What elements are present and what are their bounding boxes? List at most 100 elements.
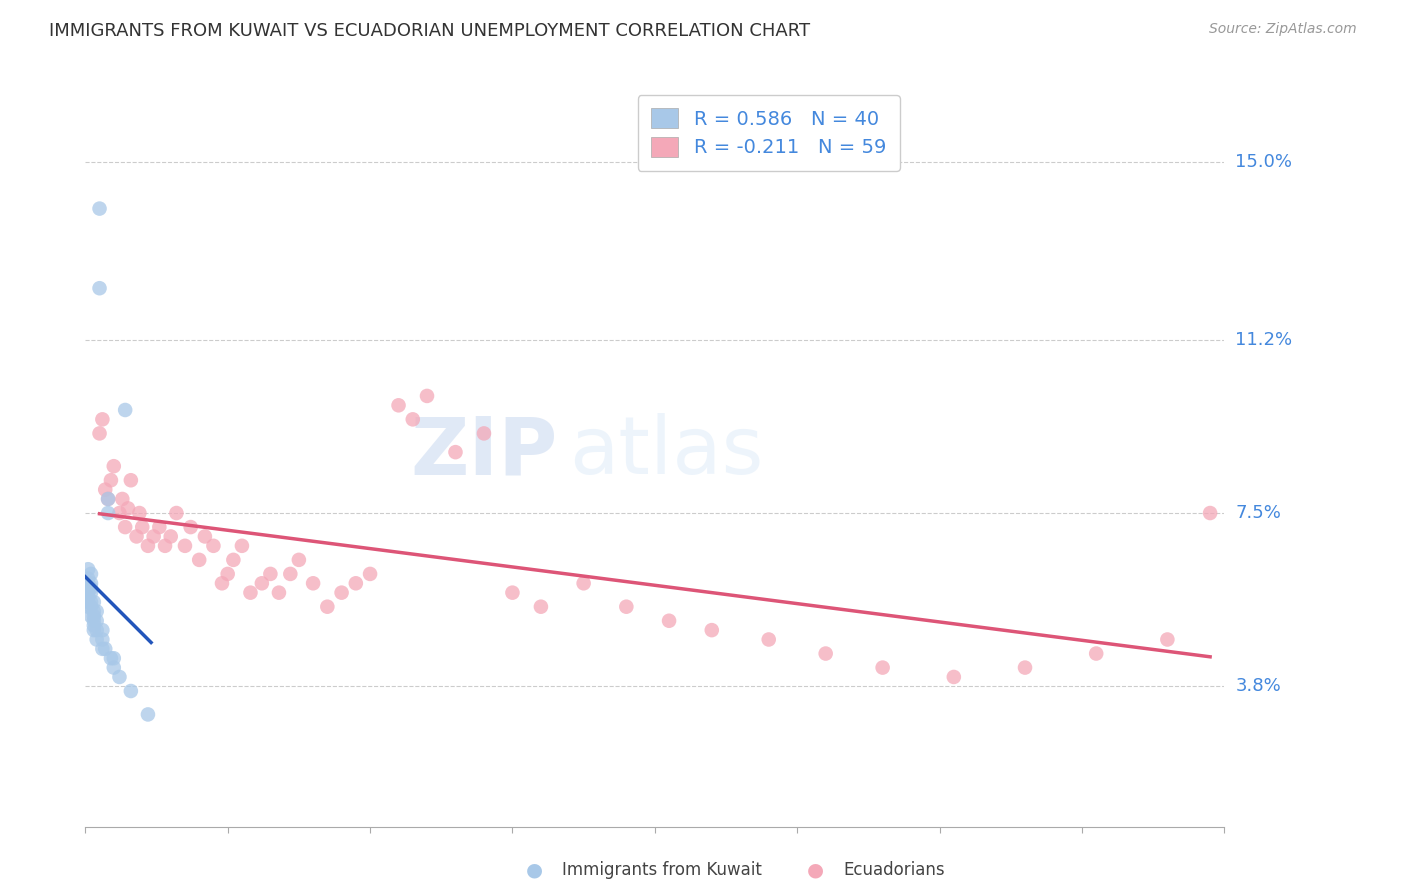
- Point: [614, 599, 637, 614]
- Point: [80, 595, 103, 609]
- Point: [100, 473, 122, 487]
- Point: [153, 539, 176, 553]
- Text: Source: ZipAtlas.com: Source: ZipAtlas.com: [1209, 22, 1357, 37]
- Point: [142, 529, 165, 543]
- Point: [80, 585, 103, 599]
- Text: ZIP: ZIP: [411, 413, 558, 491]
- Point: [103, 651, 125, 665]
- Point: [136, 539, 159, 553]
- Point: [231, 539, 253, 553]
- Point: [572, 576, 595, 591]
- Point: [188, 553, 211, 567]
- Point: [180, 520, 202, 534]
- Point: [83, 604, 105, 618]
- Text: Immigrants from Kuwait: Immigrants from Kuwait: [562, 861, 762, 879]
- Point: [194, 529, 217, 543]
- Point: [91, 641, 114, 656]
- Point: [80, 599, 103, 614]
- Legend: R = 0.586   N = 40, R = -0.211   N = 59: R = 0.586 N = 40, R = -0.211 N = 59: [637, 95, 900, 170]
- Point: [1199, 506, 1222, 520]
- Point: [114, 520, 136, 534]
- Point: [103, 459, 125, 474]
- Point: [86, 604, 108, 618]
- Text: 11.2%: 11.2%: [1236, 331, 1292, 349]
- Point: [387, 398, 409, 412]
- Point: [77, 595, 100, 609]
- Point: [114, 403, 136, 417]
- Point: [148, 520, 170, 534]
- Point: [278, 566, 301, 581]
- Text: Ecuadorians: Ecuadorians: [844, 861, 945, 879]
- Text: atlas: atlas: [569, 413, 763, 491]
- Point: [100, 651, 122, 665]
- Text: 15.0%: 15.0%: [1236, 153, 1292, 170]
- Point: [91, 412, 114, 426]
- Point: [302, 576, 325, 591]
- Text: IMMIGRANTS FROM KUWAIT VS ECUADORIAN UNEMPLOYMENT CORRELATION CHART: IMMIGRANTS FROM KUWAIT VS ECUADORIAN UNE…: [49, 22, 810, 40]
- Point: [86, 614, 108, 628]
- Point: [330, 585, 353, 599]
- Point: [111, 491, 134, 506]
- Point: [83, 614, 105, 628]
- Point: [267, 585, 290, 599]
- Point: [444, 445, 467, 459]
- Point: [91, 623, 114, 637]
- Point: [86, 632, 108, 647]
- Text: ●: ●: [807, 860, 824, 880]
- Point: [250, 576, 273, 591]
- Point: [165, 506, 187, 520]
- Point: [77, 576, 100, 591]
- Point: [94, 483, 117, 497]
- Point: [472, 426, 495, 441]
- Point: [77, 581, 100, 595]
- Point: [80, 576, 103, 591]
- Point: [530, 599, 553, 614]
- Point: [80, 609, 103, 624]
- Point: [288, 553, 311, 567]
- Point: [131, 520, 153, 534]
- Point: [86, 623, 108, 637]
- Point: [202, 539, 225, 553]
- Point: [120, 473, 142, 487]
- Point: [83, 623, 105, 637]
- Point: [344, 576, 367, 591]
- Point: [359, 566, 381, 581]
- Point: [211, 576, 233, 591]
- Point: [89, 202, 111, 216]
- Text: 7.5%: 7.5%: [1236, 504, 1281, 522]
- Point: [91, 632, 114, 647]
- Point: [97, 491, 120, 506]
- Point: [159, 529, 181, 543]
- Point: [658, 614, 681, 628]
- Point: [89, 281, 111, 295]
- Point: [77, 591, 100, 605]
- Text: 3.8%: 3.8%: [1236, 677, 1281, 696]
- Point: [501, 585, 523, 599]
- Point: [77, 585, 100, 599]
- Point: [108, 670, 131, 684]
- Point: [259, 566, 281, 581]
- Point: [872, 660, 894, 674]
- Point: [814, 647, 837, 661]
- Point: [128, 506, 150, 520]
- Point: [1085, 647, 1108, 661]
- Point: [700, 623, 723, 637]
- Point: [239, 585, 262, 599]
- Point: [97, 506, 120, 520]
- Point: [120, 684, 142, 698]
- Point: [416, 389, 439, 403]
- Point: [316, 599, 339, 614]
- Point: [402, 412, 425, 426]
- Point: [77, 599, 100, 614]
- Point: [83, 595, 105, 609]
- Point: [103, 660, 125, 674]
- Point: [89, 426, 111, 441]
- Point: [136, 707, 159, 722]
- Point: [942, 670, 965, 684]
- Point: [108, 506, 131, 520]
- Point: [125, 529, 148, 543]
- Text: ●: ●: [526, 860, 543, 880]
- Point: [97, 491, 120, 506]
- Point: [80, 566, 103, 581]
- Point: [94, 641, 117, 656]
